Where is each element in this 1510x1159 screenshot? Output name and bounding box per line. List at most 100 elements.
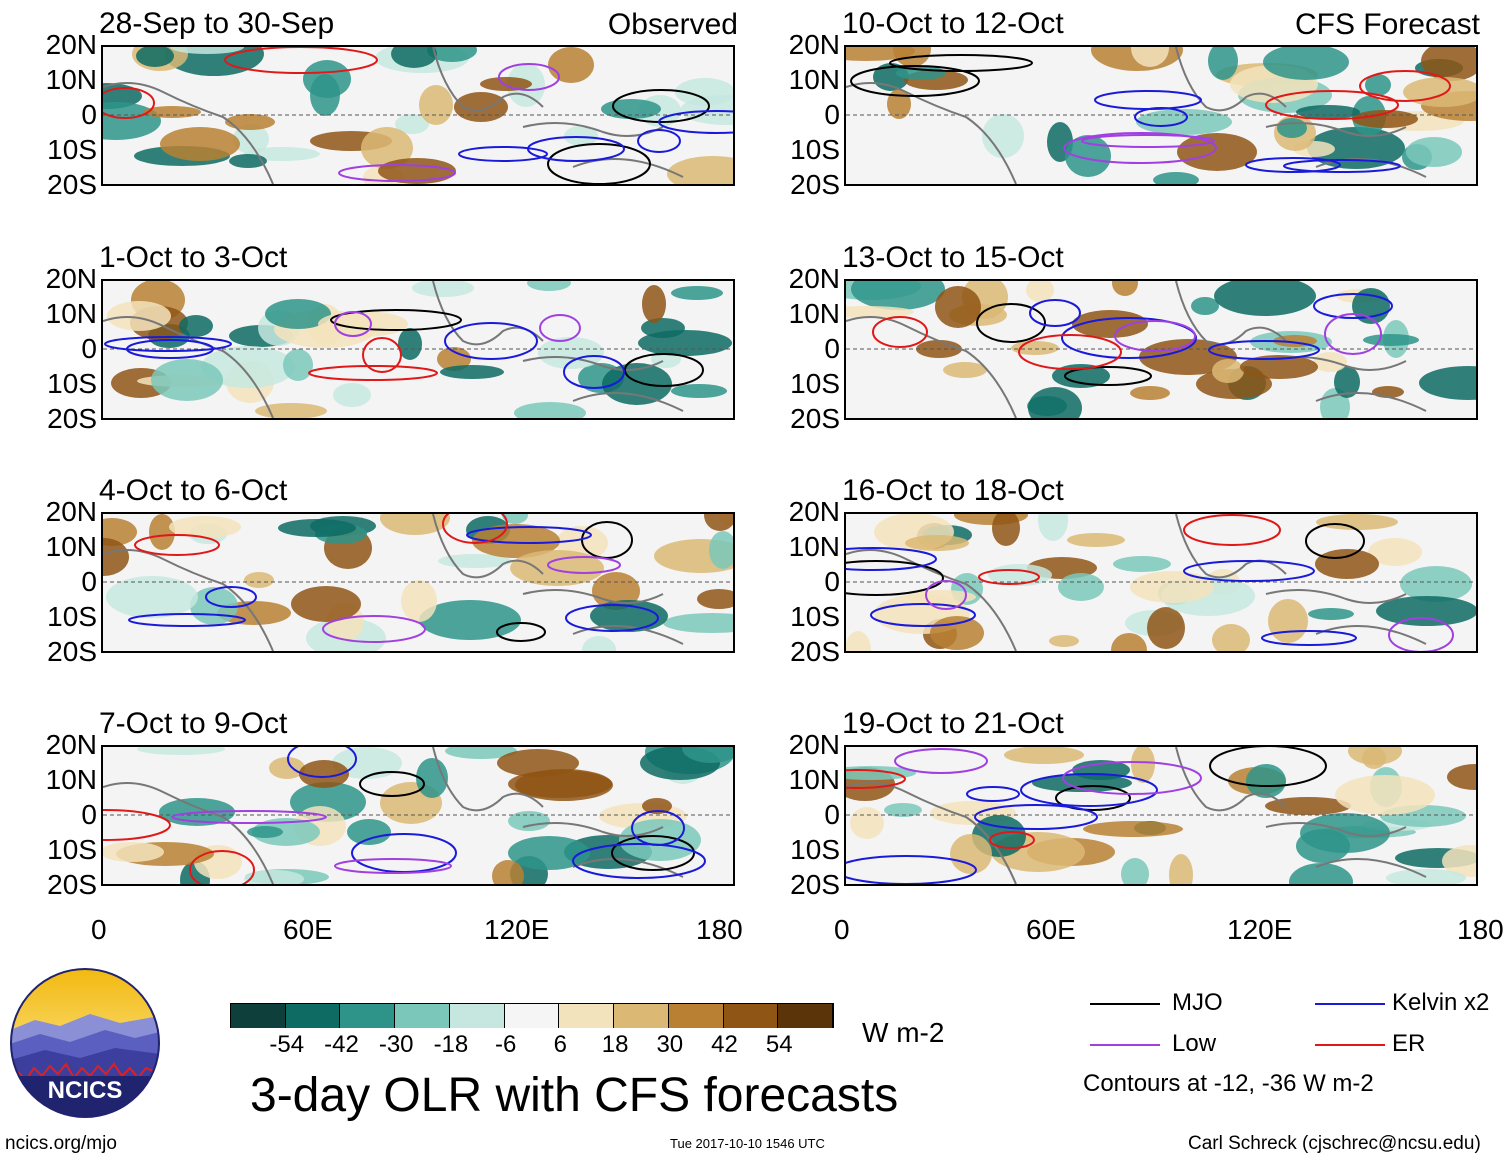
lat-tick: 20S bbox=[47, 169, 97, 200]
colorbar-label: -6 bbox=[494, 1031, 517, 1058]
olr-shade bbox=[1004, 747, 1084, 764]
contour-low bbox=[498, 63, 560, 91]
olr-shade bbox=[1406, 137, 1462, 167]
olr-shade bbox=[508, 770, 612, 798]
contour-er bbox=[442, 514, 508, 544]
colorbar-cell bbox=[395, 1004, 450, 1028]
contour-low bbox=[171, 810, 327, 824]
colorbar-label: 42 bbox=[711, 1031, 738, 1058]
lat-tick: 20S bbox=[790, 169, 840, 200]
olr-shade bbox=[401, 580, 437, 622]
olr-shade bbox=[1131, 747, 1155, 783]
olr-shade bbox=[160, 127, 240, 161]
olr-shade bbox=[1316, 514, 1398, 530]
coastline bbox=[103, 782, 274, 884]
olr-shade bbox=[671, 286, 723, 300]
olr-shade bbox=[107, 301, 171, 331]
olr-shade bbox=[1334, 366, 1360, 398]
colorbar-label: 6 bbox=[553, 1031, 568, 1058]
olr-shade bbox=[1277, 118, 1307, 138]
olr-shade bbox=[1212, 624, 1250, 651]
footer-url[interactable]: ncics.org/mjo bbox=[5, 1133, 117, 1154]
olr-shade bbox=[1214, 281, 1316, 316]
olr-shade bbox=[564, 126, 598, 146]
olr-shade bbox=[265, 299, 331, 329]
contour-mjo bbox=[1055, 785, 1131, 811]
contour-low bbox=[334, 311, 372, 337]
contour-kelvin-x2 bbox=[466, 526, 592, 544]
contour-low bbox=[1062, 761, 1202, 795]
lat-tick: 10S bbox=[790, 601, 840, 632]
coastline bbox=[1315, 625, 1427, 645]
olr-shade bbox=[1131, 47, 1169, 67]
lon-tick-180-left: 180 bbox=[696, 914, 743, 945]
lat-tick: 10N bbox=[788, 64, 840, 95]
contour-low bbox=[894, 748, 988, 774]
olr-shade bbox=[846, 306, 914, 318]
olr-shade bbox=[1058, 573, 1104, 601]
olr-shade bbox=[201, 346, 295, 388]
olr-shade bbox=[1442, 845, 1476, 877]
olr-shade bbox=[1363, 334, 1419, 346]
olr-shade bbox=[225, 114, 275, 130]
coastline bbox=[572, 392, 684, 412]
legend-label: MJO bbox=[1172, 989, 1223, 1016]
panel-title: 10-Oct to 12-Oct bbox=[842, 7, 1064, 40]
olr-shade bbox=[1208, 47, 1238, 80]
olr-shade bbox=[283, 349, 313, 381]
contour-mjo bbox=[611, 835, 695, 871]
contour-er bbox=[103, 809, 171, 841]
coastline bbox=[1265, 589, 1407, 604]
colorbar-cell bbox=[723, 1004, 779, 1028]
contour-kelvin-x2 bbox=[870, 603, 976, 627]
lon-tick-0-right: 0 bbox=[834, 914, 850, 945]
lat-tick: 10N bbox=[45, 764, 97, 795]
contour-kelvin-x2 bbox=[205, 586, 257, 608]
lon-tick-0-left: 0 bbox=[91, 914, 107, 945]
lat-tick: 20S bbox=[47, 403, 97, 434]
contour-low bbox=[1081, 134, 1215, 148]
contour-kelvin-x2 bbox=[458, 146, 548, 162]
contour-er bbox=[224, 47, 378, 74]
logo-text: NCICS bbox=[48, 1077, 123, 1104]
olr-shade bbox=[170, 47, 244, 54]
contour-kelvin-x2 bbox=[1208, 340, 1320, 360]
olr-shade bbox=[244, 870, 304, 884]
olr-shade bbox=[361, 127, 413, 169]
lat-tick: 20N bbox=[788, 263, 840, 294]
coastline bbox=[432, 47, 544, 112]
olr-shade bbox=[247, 826, 283, 838]
coastline bbox=[572, 158, 684, 178]
lat-tick: 20N bbox=[788, 729, 840, 760]
olr-shade bbox=[982, 114, 1024, 158]
olr-shade bbox=[704, 514, 733, 531]
colorbar-label: 18 bbox=[601, 1031, 629, 1058]
olr-shade bbox=[255, 403, 327, 418]
olr-map-panel bbox=[101, 279, 735, 420]
olr-shade bbox=[440, 365, 504, 379]
contour-kelvin-x2 bbox=[637, 129, 681, 153]
legend-swatch bbox=[1090, 1003, 1160, 1005]
legend-label: ER bbox=[1392, 1030, 1426, 1057]
contour-low bbox=[925, 580, 967, 610]
olr-shade bbox=[391, 47, 437, 68]
lon-tick-60e-left: 60E bbox=[283, 914, 333, 945]
chart-title: 3-day OLR with CFS forecasts bbox=[250, 1069, 899, 1122]
olr-shade bbox=[1240, 355, 1318, 379]
contour-low bbox=[322, 615, 426, 643]
contour-kelvin-x2 bbox=[846, 855, 977, 884]
legend-swatch bbox=[1315, 1003, 1385, 1005]
panel-title: 16-Oct to 18-Oct bbox=[842, 474, 1064, 507]
coastline bbox=[432, 747, 544, 812]
contour-mjo bbox=[359, 771, 425, 797]
lat-tick: 10N bbox=[45, 64, 97, 95]
contour-mjo bbox=[612, 89, 710, 123]
olr-shade bbox=[1028, 387, 1082, 418]
olr-shade bbox=[1038, 514, 1068, 541]
olr-shade bbox=[846, 631, 871, 651]
colorbar-cell bbox=[559, 1004, 615, 1028]
olr-shade bbox=[930, 616, 984, 650]
contour-er bbox=[189, 850, 255, 884]
contour-low bbox=[1063, 132, 1217, 164]
panel-title: 7-Oct to 9-Oct bbox=[99, 707, 288, 740]
